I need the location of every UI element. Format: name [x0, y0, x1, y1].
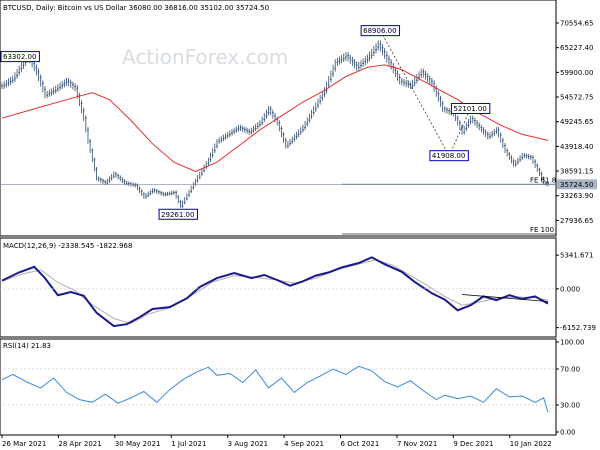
rsi-tick-label: 100.00: [560, 339, 585, 347]
date-tick-label: 10 Jan 2022: [510, 440, 552, 448]
price-annotation-box: [0, 51, 40, 63]
date-tick-label: 28 Apr 2021: [58, 440, 101, 448]
price-annotation-label: 68906.00: [363, 27, 396, 35]
date-tick-label: 4 Sep 2021: [284, 440, 324, 448]
rsi-pane: [0, 338, 557, 436]
price-header: BTCUSD, Daily: Bitcoin vs US Dollar 3608…: [3, 4, 269, 12]
macd-tick-label: 0.000: [560, 285, 580, 293]
price-tick-label: 59900.00: [560, 69, 593, 77]
price-tick-label: 43918.40: [560, 143, 593, 151]
price-pane: [0, 0, 557, 237]
current-price-tag: [557, 179, 597, 190]
rsi-tick-label: 30.00: [560, 402, 580, 410]
price-annotation-box: [360, 25, 401, 37]
price-tick-label: 70554.65: [560, 20, 593, 28]
price-annotation-label: 52101.00: [453, 105, 486, 113]
date-tick-label: 3 Aug 2021: [228, 440, 268, 448]
price-annotation-label: 41908.00: [432, 152, 465, 160]
macd-header: MACD(12,26,9) -2338.545 -1822.968: [3, 242, 132, 250]
price-tick-label: 27936.65: [560, 217, 593, 225]
price-annotation-box: [429, 150, 469, 162]
price-annotation-label: 63302.00: [3, 53, 36, 61]
price-tick-label: 54572.75: [560, 94, 593, 102]
macd-signal-line: [1, 259, 549, 325]
price-y-axis: 70554.65 65227.40 59900.00 54572.75 49245.65…: [556, 20, 597, 225]
rsi-line: [1, 365, 549, 413]
price-annotations: 63302.00 29261.00 68906.00 41908.00 52101.00: [0, 25, 491, 220]
rsi-level-lines: [0, 368, 556, 406]
macd-line: [1, 256, 549, 328]
rsi-header: RSI(14) 21.83: [3, 342, 51, 350]
price-tick-label: 49245.65: [560, 118, 593, 126]
price-annotation-label: 29261.00: [161, 211, 194, 219]
date-axis: 26 Mar 2021 28 Apr 2021 30 May 2021 1 Jul 2…: [1, 435, 552, 448]
macd-y-axis: 5341.671 0.000 -6152.739: [0, 252, 596, 332]
fe-label: FE 100: [530, 226, 554, 234]
fe-label: FE 61.8: [530, 176, 556, 184]
price-tick-label: 33263.90: [560, 192, 593, 200]
date-tick-label: 9 Dec 2021: [453, 440, 493, 448]
moving-average-line: [1, 64, 549, 173]
macd-tick-label: -6152.739: [560, 324, 596, 332]
macd-trendline: [461, 294, 549, 302]
macd-tick-label: 5341.671: [560, 252, 593, 260]
current-price-label: 35724.50: [560, 181, 593, 189]
price-annotation-box: [158, 208, 198, 220]
date-tick-label: 26 Mar 2021: [2, 440, 46, 448]
swing-connector: [380, 30, 450, 156]
date-tick-label: 1 Jul 2021: [171, 440, 206, 448]
price-tick-label: 38591.15: [560, 168, 593, 176]
date-tick-label: 7 Nov 2021: [397, 440, 437, 448]
date-tick-label: 6 Oct 2021: [341, 440, 380, 448]
rsi-y-axis: 100.00 70.00 30.00 0.00: [556, 339, 585, 437]
fibonacci-lines: FE 61.8 FE 100: [0, 176, 556, 235]
date-tick-label: 30 May 2021: [115, 440, 161, 448]
price-tick-label: 65227.40: [560, 44, 593, 52]
swing-connector: [448, 108, 471, 156]
macd-pane: [0, 237, 557, 338]
watermark: ActionForex.com: [122, 45, 288, 69]
rsi-tick-label: 70.00: [560, 366, 580, 374]
rsi-tick-label: 0.00: [560, 429, 576, 437]
price-annotation-box: [450, 102, 491, 114]
